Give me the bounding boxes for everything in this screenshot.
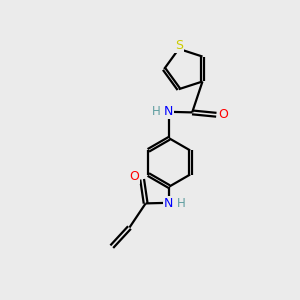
Text: O: O [129,170,139,183]
Text: O: O [219,108,229,121]
Text: N: N [164,197,173,210]
Text: H: H [152,105,160,118]
Text: N: N [164,105,173,118]
Text: S: S [176,39,183,52]
Text: H: H [177,197,186,210]
